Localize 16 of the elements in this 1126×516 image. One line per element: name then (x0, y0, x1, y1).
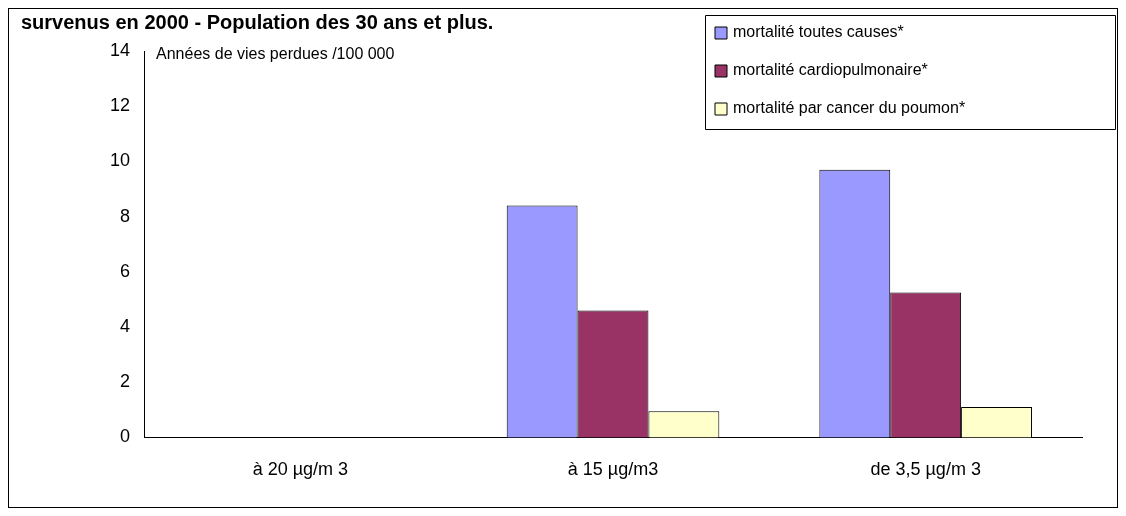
x-tick-label: à 20 µg/m 3 (252, 459, 349, 480)
y-tick-label: 8 (120, 205, 131, 226)
y-tick-label: 4 (120, 315, 131, 336)
y-tick-label: 12 (109, 95, 131, 116)
x-tick-label: de 3,5 µg/m 3 (870, 459, 981, 480)
chart-title: survenus en 2000 - Population des 30 ans et plus. (21, 10, 494, 33)
y-tick-label: 2 (120, 371, 131, 392)
x-tick-label: à 15 µg/m3 (567, 459, 659, 480)
legend-label: mortalité toutes causes* (733, 23, 904, 41)
y-axis-title: Années de vies perdues /100 000 (156, 45, 395, 63)
legend-label: mortalité cardiopulmonaire* (733, 61, 928, 79)
legend-label: mortalité par cancer du poumon* (733, 99, 966, 117)
y-tick-label: 0 (120, 426, 131, 447)
y-tick-label: 10 (109, 150, 131, 171)
y-tick-label: 14 (109, 39, 131, 60)
y-tick-label: 6 (120, 260, 131, 281)
